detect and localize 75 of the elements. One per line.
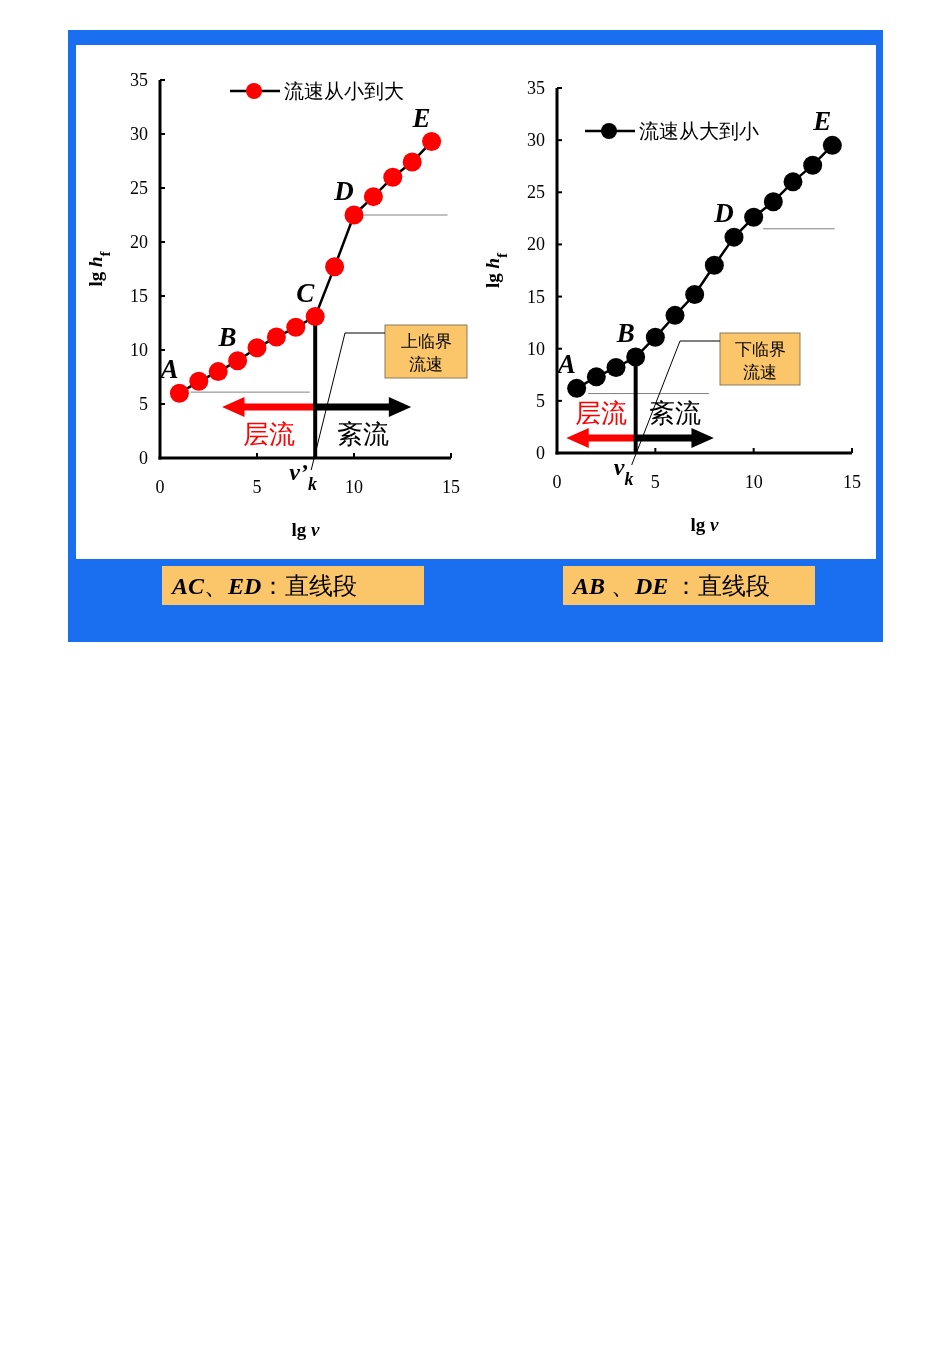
y-tick-label: 5 xyxy=(536,390,545,411)
annotation: 紊流 xyxy=(648,399,701,428)
point xyxy=(822,135,842,155)
point xyxy=(208,362,228,382)
y-tick-label: 35 xyxy=(527,78,545,98)
point xyxy=(383,167,403,187)
y-tick-label: 30 xyxy=(527,130,545,151)
ref-line-label: v$_{k}$ xyxy=(613,454,634,489)
annotation: A xyxy=(158,354,179,385)
point xyxy=(325,257,345,277)
y-tick-label: 10 xyxy=(130,340,148,360)
annotation: B xyxy=(217,321,237,352)
x-tick-label: 10 xyxy=(744,472,763,492)
x-tick-label: 0 xyxy=(155,477,165,497)
point xyxy=(247,338,267,358)
point xyxy=(783,172,803,192)
point xyxy=(344,205,364,225)
point xyxy=(763,192,783,212)
annotation: E xyxy=(812,106,832,137)
point xyxy=(665,305,685,325)
text: AC、ED：直线段 xyxy=(170,573,358,599)
y-tick-label: 30 xyxy=(130,124,148,144)
point xyxy=(189,371,209,391)
point xyxy=(305,307,325,327)
annotation: A xyxy=(555,349,576,380)
annotation: 上临界流速 xyxy=(400,332,452,374)
x-tick-label: 10 xyxy=(345,477,363,497)
annotation: E xyxy=(411,102,431,133)
y-tick-label: 20 xyxy=(527,234,545,255)
y-tick-label: 10 xyxy=(527,338,545,359)
y-tick-label: 20 xyxy=(130,232,148,252)
annotation: C xyxy=(296,277,316,308)
y-tick-label: 0 xyxy=(139,448,148,468)
point xyxy=(169,383,189,403)
point xyxy=(744,207,764,227)
legend-label: 流速从大到小 xyxy=(639,120,759,142)
legend-label: 流速从小到大 xyxy=(284,80,404,102)
y-tick-label: 15 xyxy=(527,286,545,307)
annotation: D xyxy=(713,198,734,229)
point xyxy=(586,367,606,387)
y-tick-label: 15 xyxy=(130,286,148,306)
ref-line-label: v’$_{k}$ xyxy=(289,459,318,494)
point xyxy=(402,152,422,172)
x-axis-title: lg v xyxy=(690,514,720,535)
annotation: 层流 xyxy=(242,420,295,449)
x-axis-title: lg v xyxy=(291,519,321,540)
point xyxy=(626,347,646,367)
x-tick-label: 5 xyxy=(252,477,262,497)
point xyxy=(567,378,587,398)
point xyxy=(363,187,383,207)
y-tick-label: 25 xyxy=(527,182,545,203)
point xyxy=(704,255,724,275)
x-tick-label: 15 xyxy=(843,472,861,492)
point xyxy=(803,155,823,175)
annotation: B xyxy=(615,318,635,349)
text: AB 、DE ：直线段 xyxy=(571,573,771,599)
y-tick-label: 25 xyxy=(130,178,148,198)
point xyxy=(228,351,248,371)
point xyxy=(724,227,744,247)
annotation: 层流 xyxy=(575,399,627,428)
point xyxy=(685,284,705,304)
point xyxy=(286,317,306,337)
x-tick-label: 0 xyxy=(552,472,562,492)
y-tick-label: 0 xyxy=(536,443,545,463)
annotation: 下临界流速 xyxy=(734,340,786,382)
point xyxy=(266,327,286,347)
x-tick-label: 5 xyxy=(650,472,660,492)
point xyxy=(606,357,626,377)
point xyxy=(422,132,442,152)
y-tick-label: 5 xyxy=(139,394,148,414)
annotation: D xyxy=(333,176,354,206)
x-tick-label: 15 xyxy=(442,477,460,497)
annotation: 紊流 xyxy=(337,420,390,449)
point xyxy=(645,327,665,347)
y-tick-label: 35 xyxy=(130,70,148,90)
